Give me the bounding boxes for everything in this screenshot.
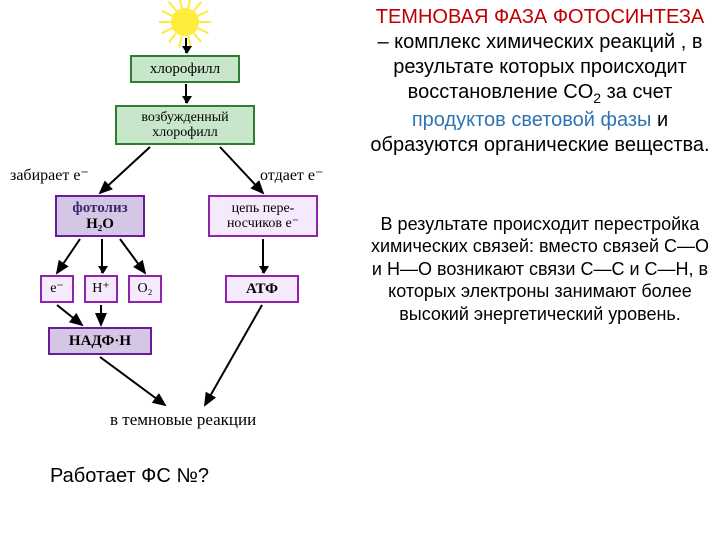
node-etc: цепь пере-носчиков e⁻ [208,195,318,237]
arrow-e_nad [51,299,88,331]
paragraph-bonds: В результате происходит перестройка хими… [370,213,710,326]
node-photolysis-line1: фотолиз [72,200,127,217]
arrow-h_nad [95,299,107,331]
arrow-exc_right [214,141,269,199]
caption-question: Работает ФС №? [50,465,209,488]
node-etc-line1: цепь пере- [232,201,295,216]
node-excited-line2: хлорофилл [152,125,218,140]
arrow-phot_h [101,239,103,273]
headline-sub: 2 [593,90,601,106]
node-e-text: e⁻ [50,281,64,296]
arrow-atf_dark [199,299,268,411]
arrow-etc_atf [262,239,264,273]
arrow-phot_e [51,233,86,279]
node-atf-text: АТФ [246,281,278,298]
node-photolysis: фотолизH₂O [55,195,145,237]
arrow-sun_chl [185,38,187,53]
node-photolysis-line2: H₂O [86,216,114,233]
node-o2-text: O₂ [138,281,153,296]
node-h-text: H⁺ [92,281,110,296]
node-excited: возбужденныйхлорофилл [115,105,255,145]
label-gives: отдает e⁻ [260,165,323,185]
arrow-exc_left [94,141,156,199]
node-o2: O₂ [128,275,162,303]
text-column: ТЕМНОВАЯ ФАЗА ФОТОСИНТЕЗА – комплекс хим… [370,5,710,325]
headline-paragraph: ТЕМНОВАЯ ФАЗА ФОТОСИНТЕЗА – комплекс хим… [370,5,710,158]
arrow-phot_o2 [114,233,151,279]
headline-red: ТЕМНОВАЯ ФАЗА ФОТОСИНТЕЗА [376,6,705,28]
photosynthesis-diagram: хлорофиллвозбужденныйхлорофиллфотолизH₂O… [0,0,360,450]
arrow-chl_exc [185,84,187,103]
node-chlorophyll: хлорофилл [130,55,240,83]
node-chlorophyll-text: хлорофилл [150,61,220,78]
label-to_dark: в темновые реакции [110,410,256,430]
arrow-nad_dark [94,351,171,411]
headline-t2: за счет [601,81,672,103]
node-nadph-text: НАДФ·Н [69,333,131,350]
label-takes: забирает e⁻ [10,165,89,185]
node-etc-line2: носчиков e⁻ [227,216,299,231]
node-excited-line1: возбужденный [141,110,228,125]
headline-blue: продуктов световой фазы [412,109,652,131]
